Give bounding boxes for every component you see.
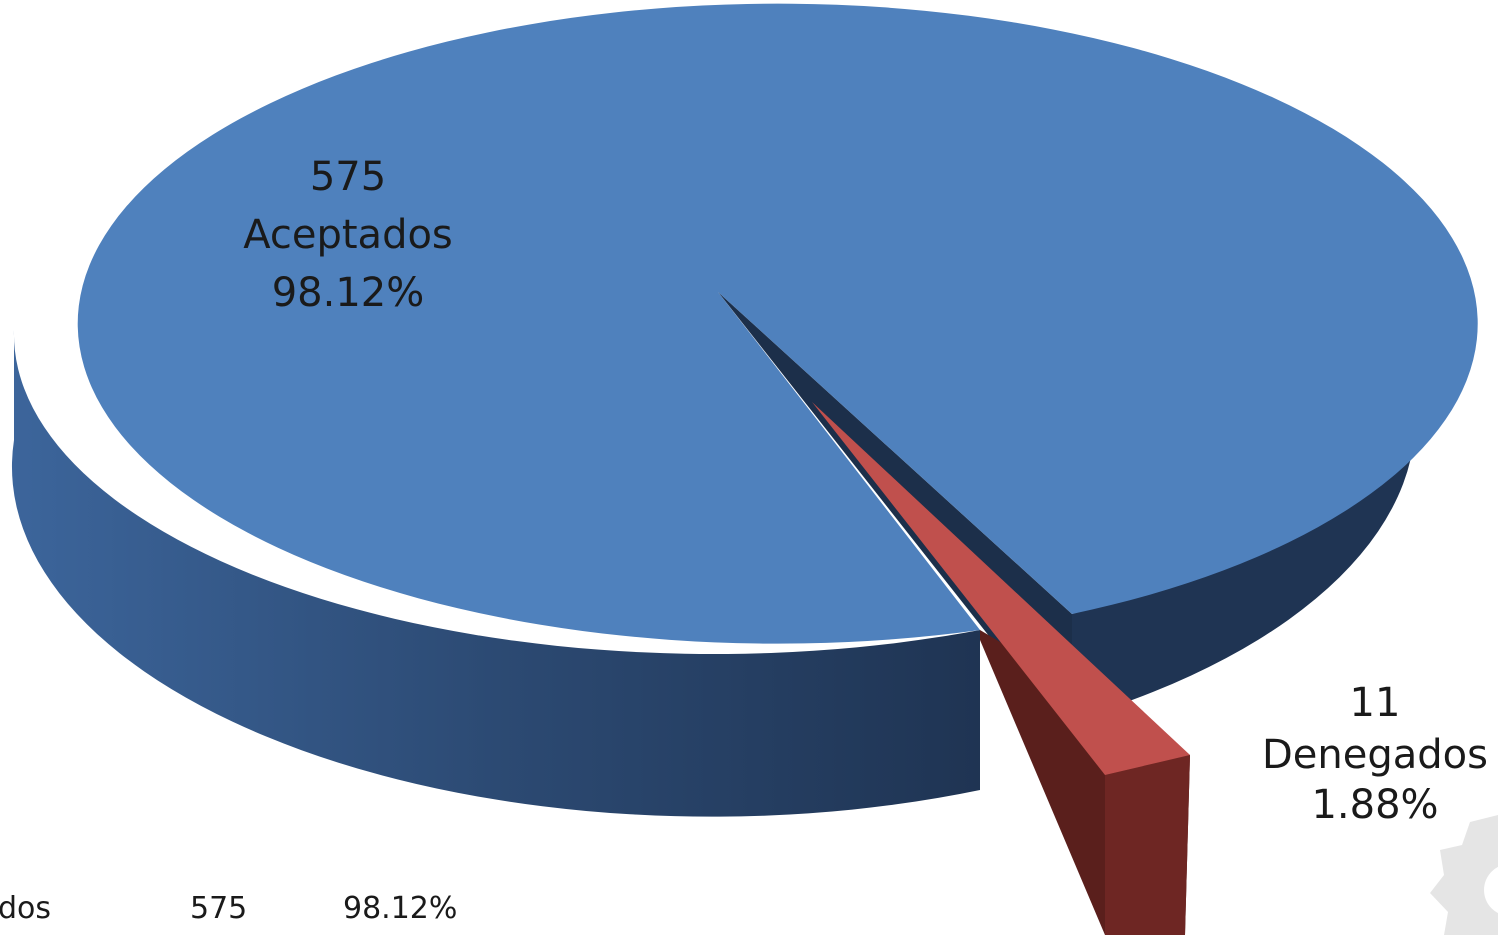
data-label-aceptados-value: 575 — [310, 154, 386, 200]
data-label-denegados-category: Denegados — [1262, 732, 1488, 778]
gear-icon — [1430, 815, 1498, 935]
table-row-percent: 98.12% — [343, 891, 457, 926]
data-label-denegados-percent: 1.88% — [1311, 782, 1438, 828]
table-row-label: dos — [0, 891, 51, 926]
slice-denegados — [812, 402, 1190, 775]
data-label-aceptados-percent: 98.12% — [272, 270, 425, 316]
slice-denegados-front — [1105, 755, 1190, 935]
slice-aceptados — [77, 3, 1478, 644]
data-label-aceptados-category: Aceptados — [243, 212, 453, 258]
data-label-denegados-value: 11 — [1350, 680, 1401, 726]
slice-aceptados-side — [11, 330, 981, 817]
table-row-value: 575 — [190, 891, 247, 926]
slice-aceptados-side-right — [1072, 310, 1416, 720]
